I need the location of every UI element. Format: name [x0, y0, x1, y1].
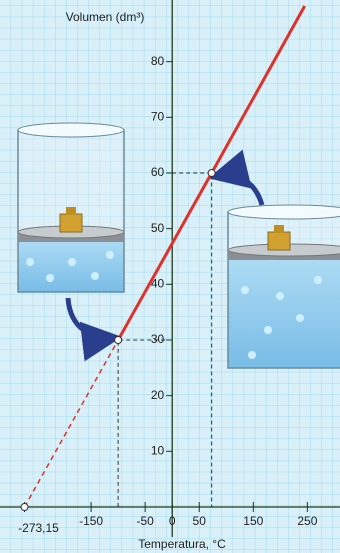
x-tick-label: 250: [297, 514, 317, 528]
x-tick-label: 50: [193, 514, 207, 528]
data-point: [208, 170, 215, 177]
x-tick-label: -273,15: [18, 521, 59, 535]
y-axis-label: Volumen (dm³): [66, 10, 145, 24]
x-tick-label: -50: [136, 514, 154, 528]
y-tick-label: 20: [151, 388, 165, 402]
x-tick-label: -150: [79, 514, 103, 528]
y-tick-label: 70: [151, 110, 165, 124]
data-point: [21, 504, 28, 511]
data-point: [115, 337, 122, 344]
x-axis-label: Temperatura, °C: [138, 537, 226, 551]
y-tick-label: 50: [151, 221, 165, 235]
y-tick-label: 80: [151, 54, 165, 68]
y-tick-label: 60: [151, 165, 165, 179]
x-tick-label: 0: [169, 514, 176, 528]
chart: 1020304050607080-273,15-150-50050150250 …: [0, 0, 340, 553]
x-tick-label: 150: [243, 514, 263, 528]
y-tick-label: 10: [151, 444, 165, 458]
y-tick-label: 30: [151, 332, 165, 346]
